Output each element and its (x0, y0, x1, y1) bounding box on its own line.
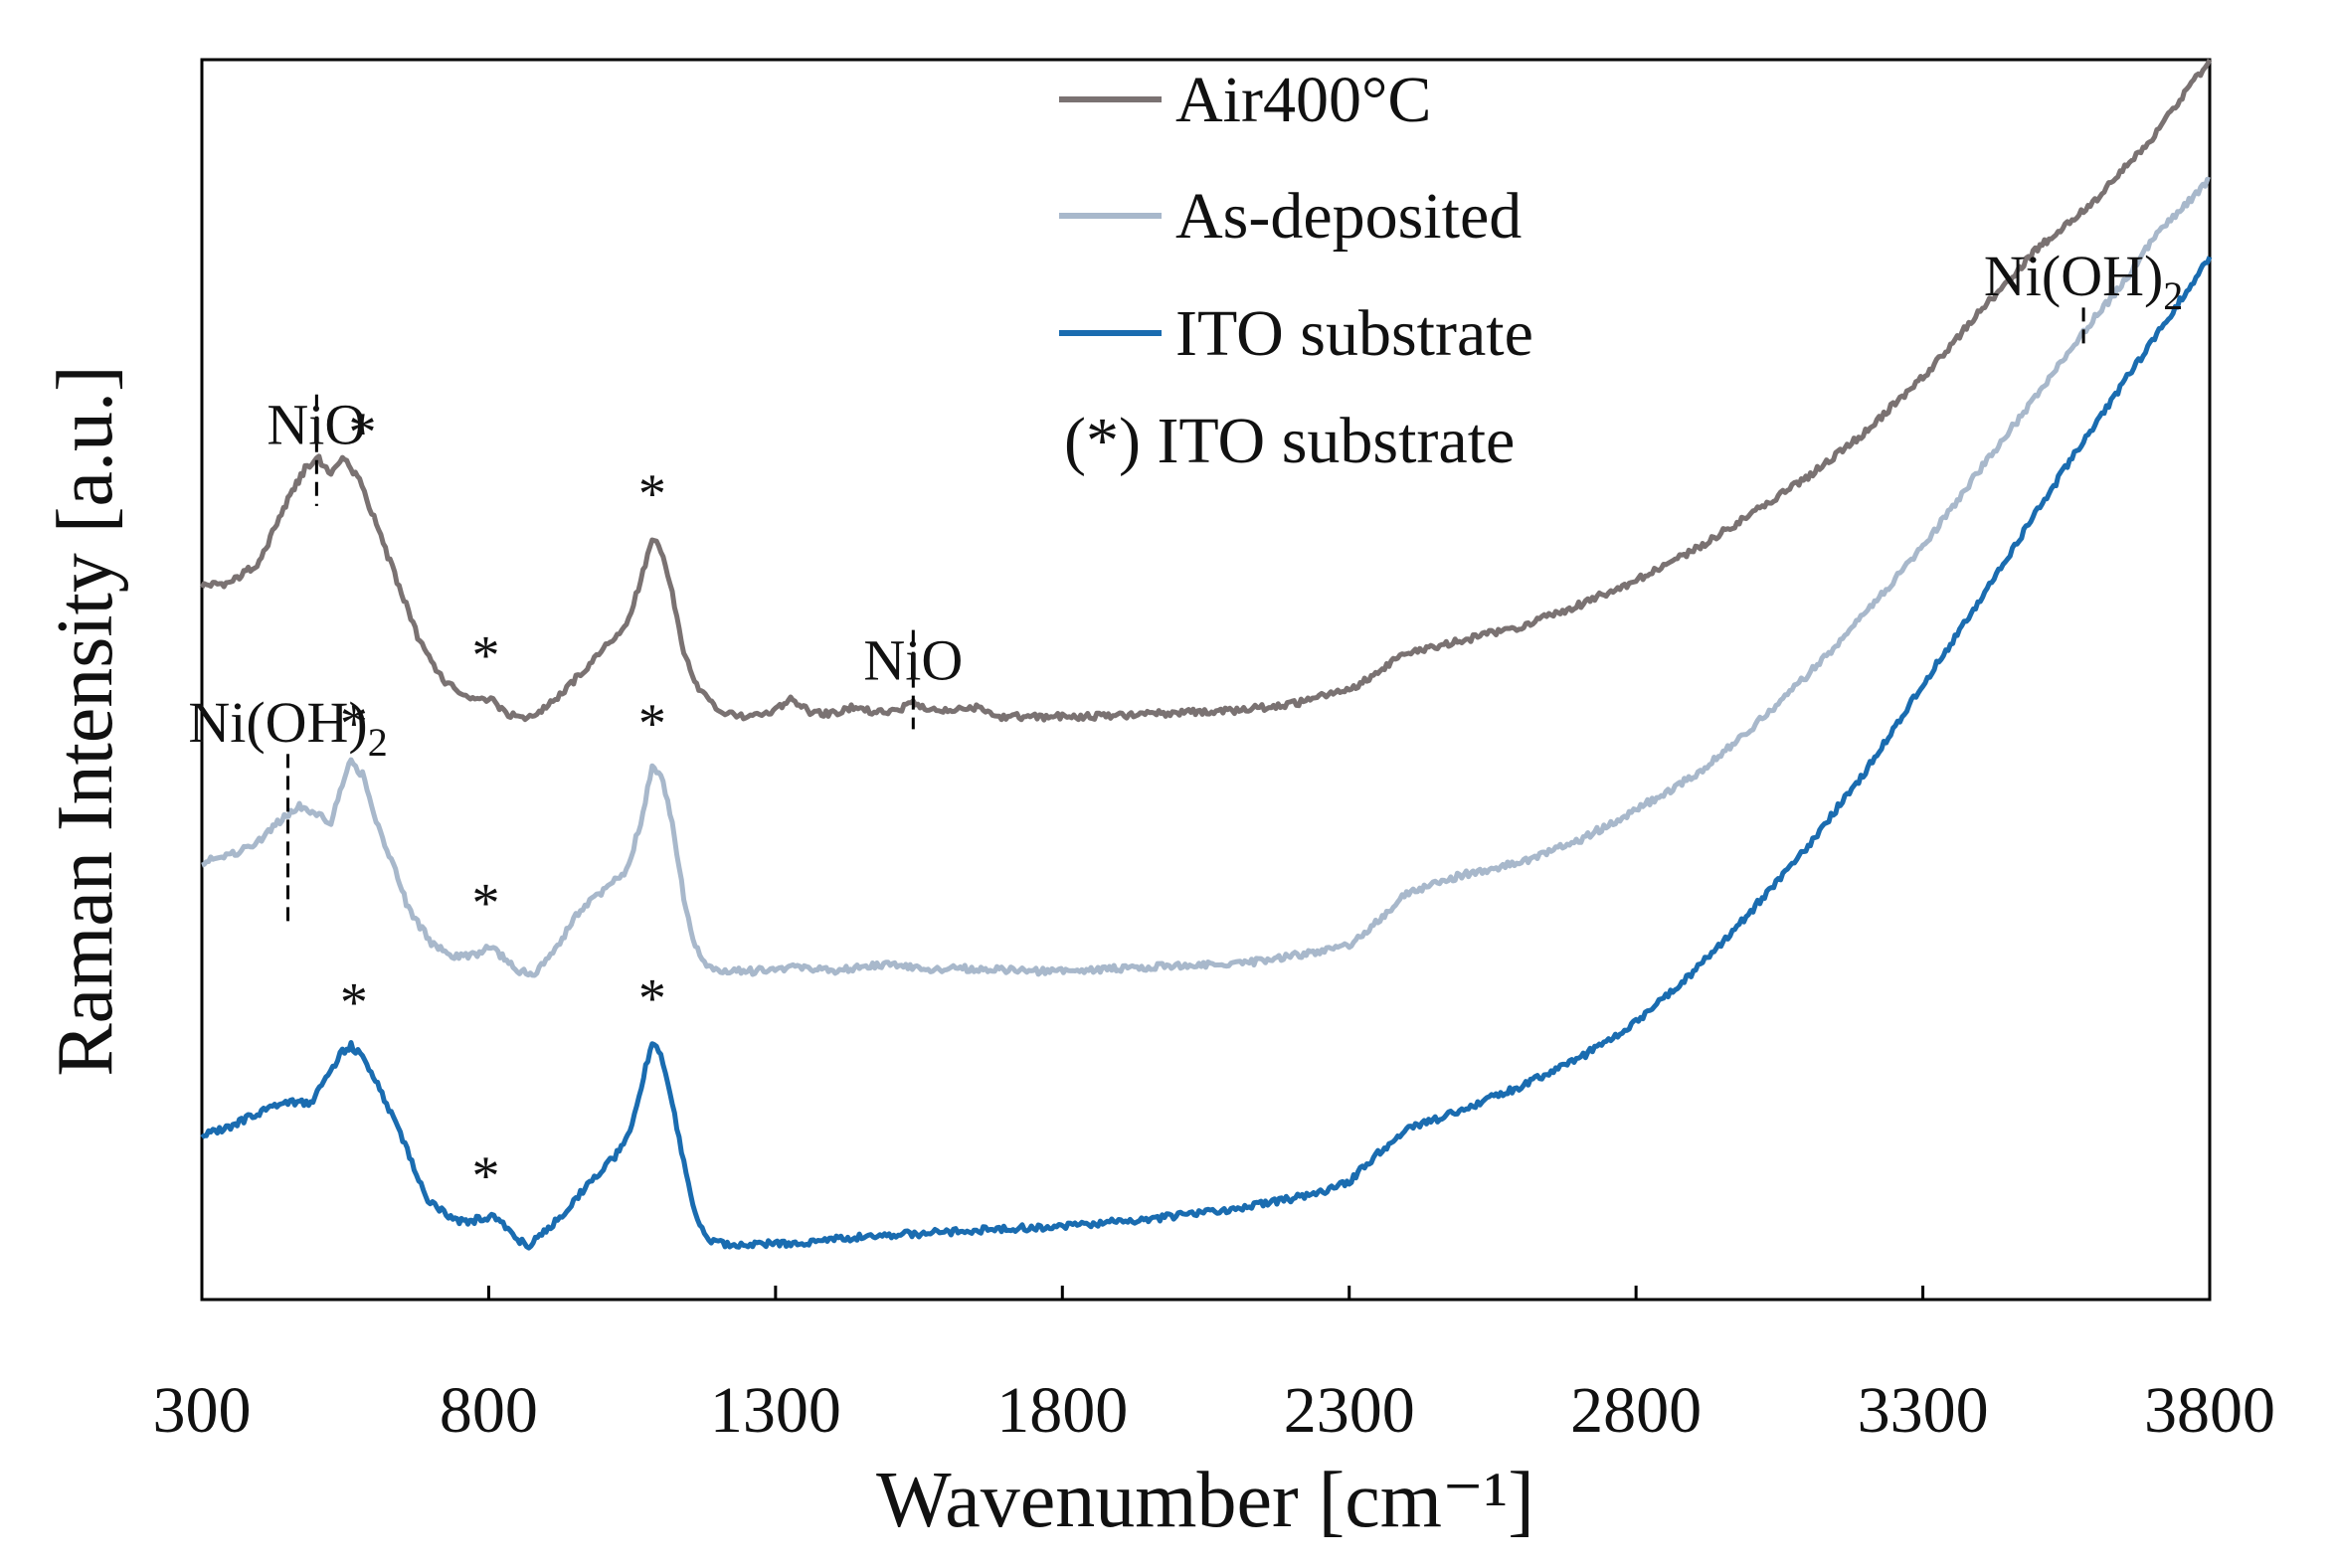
series-line-0 (199, 58, 2213, 723)
x-tick-label: 800 (440, 1374, 538, 1447)
peak-label: NiO (267, 393, 366, 457)
peak-label: Ni(OH)2 (1984, 244, 2183, 318)
substrate-peak-marker: * (472, 624, 500, 686)
substrate-peak-marker: * (340, 971, 368, 1033)
x-axis: 300 800 1300 1800 2300 2800 3300 3800 (153, 1286, 2275, 1447)
x-tick-label: 2800 (1570, 1374, 1702, 1447)
peak-label: NiO (863, 628, 963, 693)
series-group (199, 58, 2213, 1251)
peak-label-subscript: 2 (2163, 273, 2183, 318)
x-tick-label: 300 (153, 1374, 252, 1447)
legend-label: ITO substrate (1175, 297, 1533, 370)
legend-label: As-deposited (1175, 180, 1522, 253)
substrate-peak-marker: * (340, 693, 368, 755)
substrate-peak-marker: * (349, 402, 377, 463)
peak-label-subscript: 2 (368, 720, 388, 765)
x-tick-label: 3300 (1858, 1374, 1989, 1447)
peak-label-main: NiO (863, 628, 963, 693)
x-tick-label: 1800 (996, 1374, 1128, 1447)
peak-label-main: Ni(OH) (1984, 244, 2163, 308)
plot-frame (200, 58, 2212, 1302)
x-tick-label: 2300 (1284, 1374, 1415, 1447)
peak-label-text: NiO (863, 628, 963, 693)
peak-label-text: NiO (267, 393, 366, 457)
series-line-1 (201, 176, 2211, 978)
peak-label-main: NiO (267, 393, 366, 457)
peak-label-text: Ni(OH)2 (188, 690, 387, 765)
y-axis-title: Raman Intensity [a.u.] (42, 365, 129, 1076)
substrate-peak-marker: * (638, 693, 666, 755)
substrate-peak-marker: * (472, 873, 500, 935)
peak-label: Ni(OH)2 (188, 690, 387, 765)
substrate-peak-marker: * (472, 1145, 500, 1207)
peak-label-text: Ni(OH)2 (1984, 244, 2183, 318)
peak-label-main: Ni(OH) (188, 690, 367, 755)
x-tick-label: 1300 (710, 1374, 841, 1447)
series-line-2 (200, 256, 2213, 1251)
legend-note: (*) ITO substrate (1064, 405, 1515, 477)
substrate-peak-marker: * (638, 463, 666, 525)
legend: Air400°C As-deposited ITO substrate (*) ITO… (1059, 64, 1533, 477)
x-tick-label: 3800 (2144, 1374, 2275, 1447)
x-axis-title: Wavenumber [cm⁻¹] (876, 1457, 1534, 1544)
legend-label: Air400°C (1175, 64, 1431, 136)
substrate-peak-marker: * (638, 968, 666, 1030)
